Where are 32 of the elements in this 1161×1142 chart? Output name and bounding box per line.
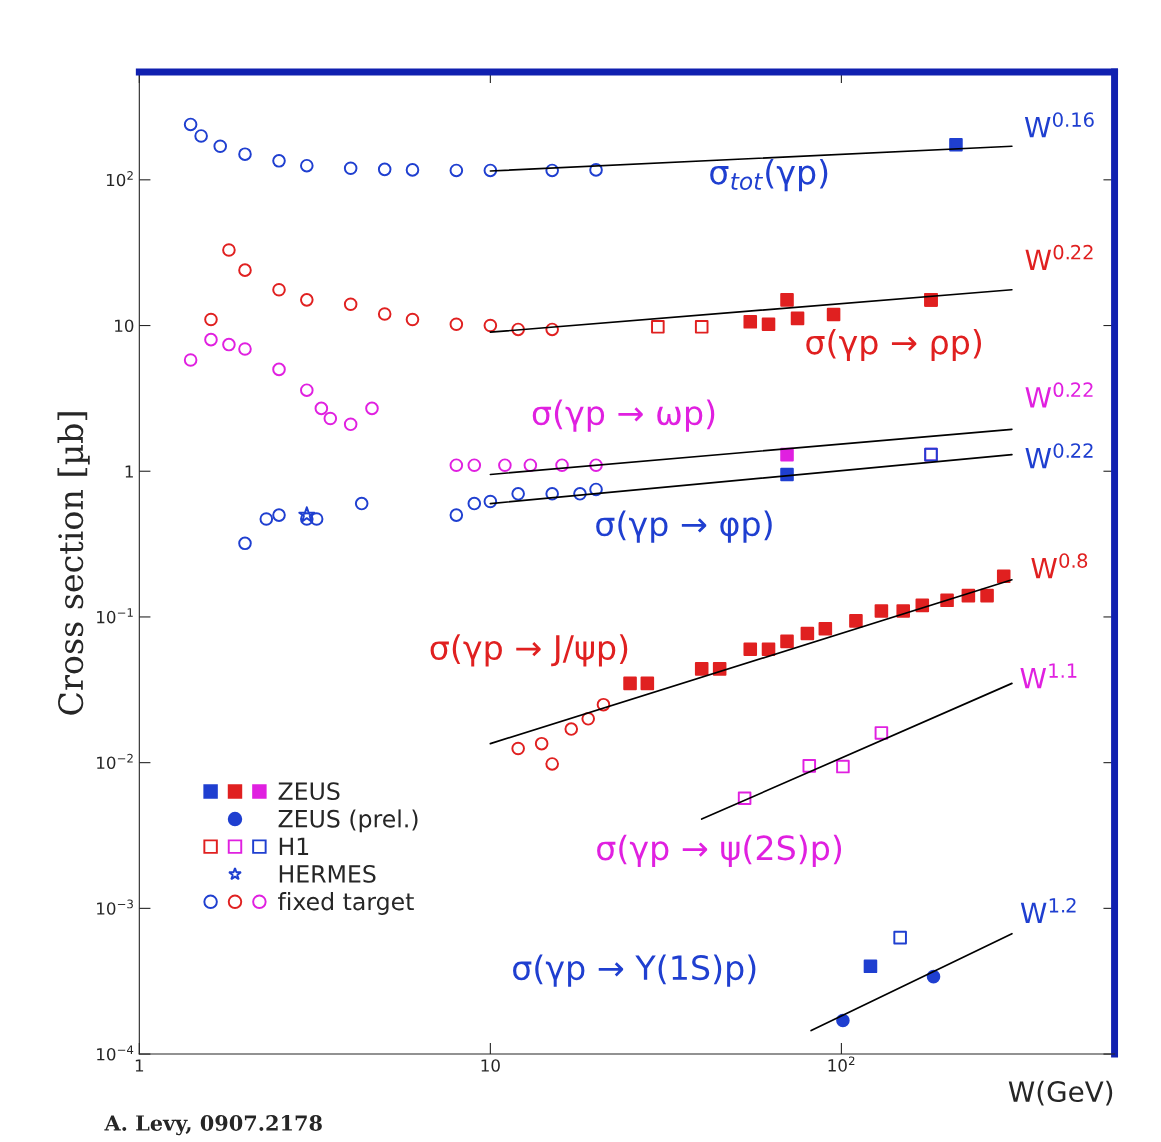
- annotation: σ(γp → ωp): [532, 399, 715, 432]
- annotation: σ$_{tot}$(γp): [710, 158, 828, 192]
- annotation: σ(γp → J/ψp): [430, 634, 628, 667]
- annotation: W$^{0.22}$: [1025, 443, 1093, 469]
- annotation: W$^{0.22}$: [1025, 244, 1093, 270]
- legend-label: HERMES: [279, 864, 376, 883]
- annotation: W$^{1.1}$: [1020, 663, 1077, 689]
- y-tick-label: 10$^{−2}$: [97, 753, 133, 770]
- y-tick-label: 10$^{−3}$: [97, 899, 133, 915]
- x-axis-title: W(GeV): [1008, 1080, 1113, 1106]
- annotation: σ(γp → φp): [596, 510, 772, 543]
- legend-label: ZEUS (prel.): [278, 809, 418, 833]
- legend-label: ZEUS: [278, 782, 340, 801]
- x-tick-label: 10: [481, 1059, 500, 1072]
- annotation: W$^{1.2}$: [1020, 897, 1076, 924]
- annotation: σ(γp → Υ(1S)p): [513, 954, 756, 987]
- legend-label: fixed target: [278, 892, 414, 915]
- y-tick-label: 10: [115, 319, 134, 333]
- x-tick-label: 1: [135, 1059, 144, 1072]
- y-tick-label: 1: [125, 465, 133, 478]
- x-tick-label: 10$^{2}$: [828, 1056, 855, 1072]
- text: A. Levy, 0907.2178: [104, 1115, 322, 1136]
- annotation: W$^{0.22}$: [1025, 382, 1093, 408]
- y-tick-label: 10$^{−4}$: [97, 1045, 134, 1061]
- annotation: σ(γp → ψ(2S)p): [597, 834, 842, 867]
- y-tick-label: 10$^{2}$: [106, 170, 133, 187]
- annotation: W$^{0.16}$: [1024, 112, 1094, 138]
- y-axis-title: Cross section [µb]: [57, 412, 90, 715]
- annotation: σ(γp → ρp): [806, 328, 982, 362]
- annotation: W$^{0.8}$: [1031, 553, 1088, 579]
- legend-label: H1: [279, 837, 309, 855]
- y-tick-label: 10$^{−1}$: [97, 608, 133, 624]
